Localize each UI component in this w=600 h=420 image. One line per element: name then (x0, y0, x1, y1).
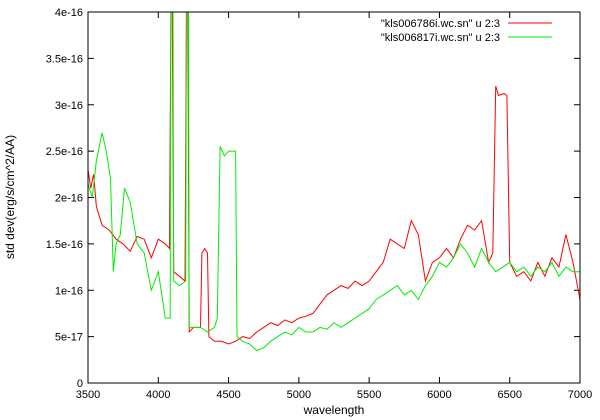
y-tick-label: 3.5e-16 (46, 53, 83, 65)
y-tick-label: 3e-16 (55, 100, 83, 112)
series-line-2 (88, 12, 580, 352)
series-layer (88, 12, 580, 352)
y-axis-ticks: 0 5e-17 1e-16 1.5e-16 2e-16 2.5e-16 3e-16 3.5e-… (46, 7, 580, 390)
y-tick-label: 5e-17 (55, 332, 83, 344)
x-tick-label: 3500 (76, 389, 100, 401)
y-tick-label: 1.5e-16 (46, 239, 83, 251)
series-line-1 (88, 12, 580, 345)
legend: "kls006786i.wc.sn" u 2:3 "kls006817i.wc.s… (381, 18, 552, 44)
x-tick-label: 6500 (497, 389, 521, 401)
y-tick-label: 4e-16 (55, 7, 83, 19)
legend-label-2: "kls006817i.wc.sn" u 2:3 (381, 32, 500, 44)
x-tick-label: 4500 (216, 389, 240, 401)
x-axis-label: wavelength (303, 403, 365, 417)
y-tick-label: 1e-16 (55, 285, 83, 297)
x-tick-label: 4000 (146, 389, 170, 401)
y-axis-label: std dev(erg/s/cm^2/AA) (3, 135, 17, 259)
y-tick-label: 2e-16 (55, 193, 83, 205)
x-tick-label: 6000 (427, 389, 451, 401)
x-tick-label: 5500 (357, 389, 381, 401)
plot-frame (87, 11, 581, 384)
y-tick-label: 2.5e-16 (46, 146, 83, 158)
legend-label-1: "kls006786i.wc.sn" u 2:3 (381, 18, 500, 30)
x-tick-label: 7000 (568, 389, 592, 401)
x-axis-ticks: 3500 4000 4500 5000 5500 6000 6500 7000 (76, 12, 592, 401)
y-tick-label: 0 (77, 378, 83, 390)
x-tick-label: 5000 (287, 389, 311, 401)
